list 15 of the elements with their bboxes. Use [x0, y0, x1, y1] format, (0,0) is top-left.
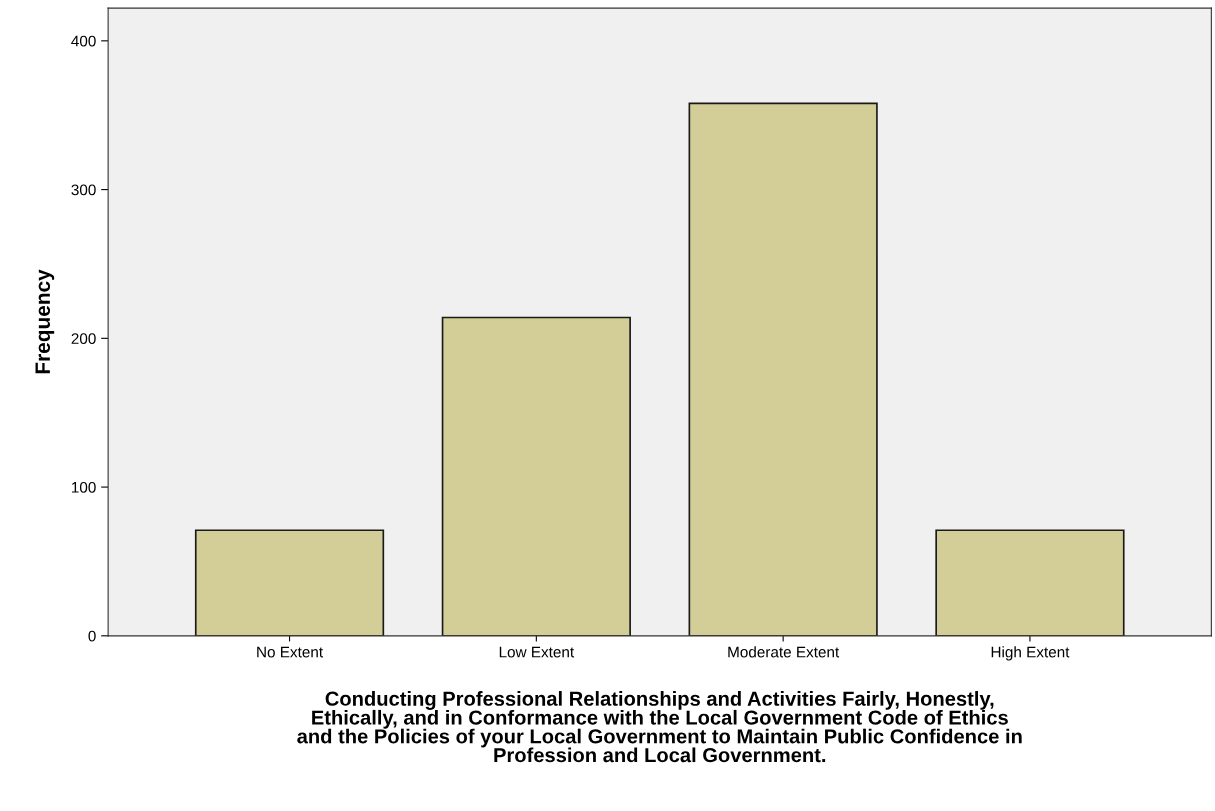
x-axis-title: Conducting Professional Relationships and Activities Fairly, Honestly, Ethically, and in Conformance with the Local Government Code of Ethics and the Policies of your Local Government to Maintain Public Confidence in Profession and Local Government.	[297, 691, 1022, 763]
x-tick-label: Moderate Extent	[728, 646, 840, 658]
x-tick-label: Low Extent	[499, 646, 575, 658]
y-tick-label: 300	[71, 184, 96, 196]
bar	[194, 529, 385, 636]
x-tick-label: No Extent	[257, 646, 323, 658]
bar	[935, 529, 1125, 636]
y-tick-label: 100	[72, 481, 96, 493]
y-tick-label: 200	[71, 333, 96, 345]
y-axis-title: Frequency	[35, 269, 55, 374]
bar	[441, 316, 631, 636]
bar	[688, 102, 878, 636]
y-tick-label: 400	[71, 35, 96, 47]
y-tick-label: 0	[88, 630, 96, 642]
x-tick-label: High Extent	[991, 646, 1070, 661]
